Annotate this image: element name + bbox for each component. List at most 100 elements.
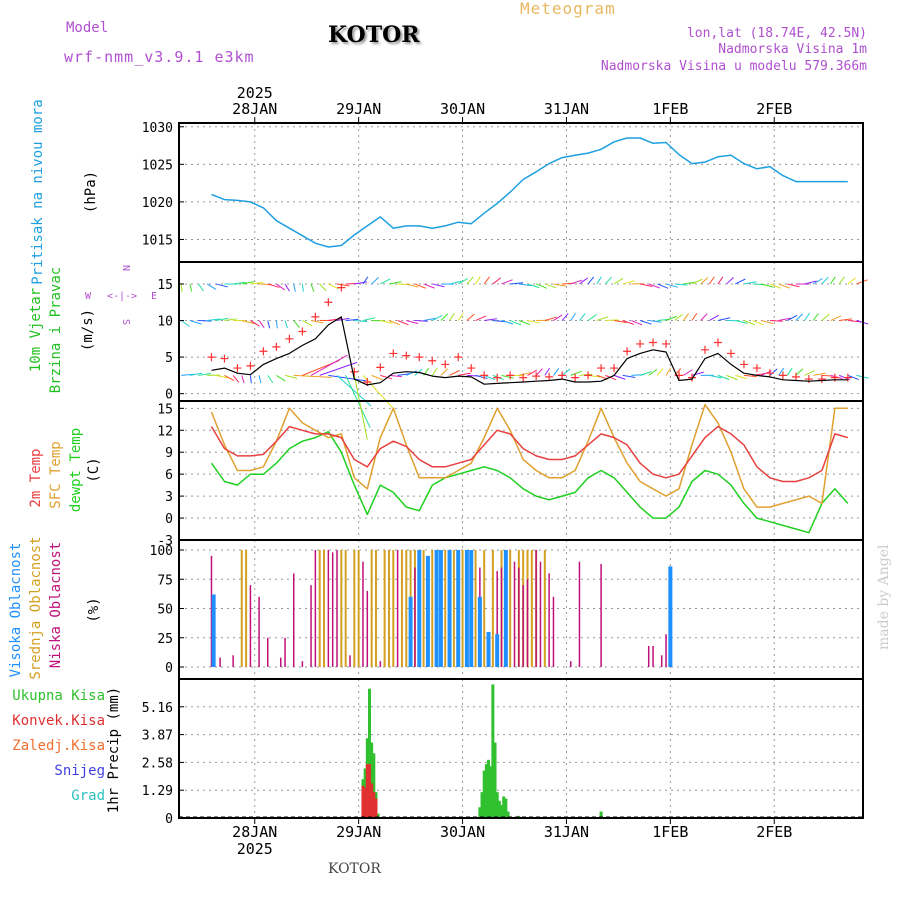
cloud-bar [387,550,390,667]
wind-arrow [682,313,690,321]
wind-arrow [648,320,662,323]
top-date-label: 30JAN [440,100,485,118]
gust-marker [402,351,411,360]
wind-arrow [708,276,715,285]
cloud-bar [461,550,464,667]
wind-arrow [605,374,617,381]
gust-marker [285,334,294,343]
cloud-bar [340,550,343,667]
wind-unit: (m/s) [80,309,96,351]
wind-arrow [484,374,496,381]
cloud-bar [500,567,503,667]
cloud-bar [211,594,216,667]
gust-marker [649,338,658,347]
gust-marker [843,373,852,382]
cloud-bar [344,550,347,667]
top-date-label: 2FEB [756,100,792,118]
wind-arrow [310,283,315,292]
wind-arrow [570,279,583,285]
wind-arrow [440,368,449,376]
wind-arrow [691,313,698,321]
cloud-bar [327,550,330,667]
compass-s: S [120,319,131,325]
wind-arrow [709,314,720,321]
wind-arrow [761,320,774,325]
wind-arrow [786,367,793,376]
pressure-ytick-label: 1030 [142,121,173,136]
wind-arrow [622,280,635,285]
cloud-title-mid: Srednja Oblacnost [28,536,44,679]
wind-arrow [241,375,245,384]
gust-marker [545,372,554,381]
cloud-bar [438,550,443,667]
cloud-bar [535,550,537,667]
wind-arrow [336,283,350,287]
precip-bar [367,688,371,818]
cloud-bar [434,550,439,667]
wind-arrow [198,372,212,376]
wind-title-1: 10m Vjetar [28,288,44,372]
wind-arrow [328,283,339,290]
cloud-bar [408,596,413,667]
cloud-unit: (%) [86,597,102,622]
cloud-bar [431,550,434,667]
cloud-bar [279,657,282,667]
precip-legend-item: Ukupna Kisa [12,688,105,704]
wind-arrow [535,283,548,289]
top-date-label: 1FEB [652,100,688,118]
cloud-bar [509,550,512,667]
wind-arrow [821,313,830,321]
wind-arrow [354,320,368,323]
wind-arrow [302,320,313,327]
wind-arrow [657,283,669,289]
cloud-bar [232,655,234,667]
precip-bar [599,811,603,818]
wind-arrow [717,276,724,285]
cloud-bar [474,550,477,667]
cloud-bar [425,555,430,667]
top-date-label: 29JAN [336,100,381,118]
cloud-bar [530,550,533,667]
wind-arrow [483,276,490,285]
precip-bar [376,813,380,818]
gust-marker [480,371,489,380]
wind-arrow [761,283,774,288]
cloud-bar [486,631,491,667]
precip-bar [506,811,510,818]
wind-arrow [527,320,540,324]
precip-bar [491,684,495,818]
cloud-bar [258,596,260,667]
wind-arrow [432,315,443,321]
wind-arrow [423,283,435,289]
temp-ytick-label: 12 [157,424,173,439]
cloud-bar [379,661,382,667]
bottom-date-label: 30JAN [440,823,485,841]
wind-arrow [457,278,468,285]
cloud-bar [652,645,654,667]
wind-arrow [639,283,653,287]
cloud-bar [447,550,452,667]
precip-ytick-label: 1.29 [142,784,173,799]
wind-arrow [639,320,652,325]
gust-marker [467,364,476,373]
wind-arrow [821,276,829,285]
gust-marker [428,356,437,365]
precip-bar [482,770,486,818]
wind-arrow [665,283,678,288]
wind-arrow [743,374,757,378]
precip-legend-item: Grad [71,788,105,804]
cloud-bar [366,590,369,667]
precip-bar [361,785,365,818]
gust-marker [532,372,541,381]
cloud-bar [518,567,520,667]
wind-arrow [380,320,393,324]
wind-arrow [518,320,531,326]
gust-marker [688,373,696,382]
gust-marker [493,373,502,382]
gust-marker [519,373,528,382]
cloud-bar [383,550,386,667]
bottom-date-label: 2FEB [756,823,792,841]
wind-arrow [310,354,348,376]
gust-marker [700,345,709,354]
wind-arrow [596,316,609,322]
